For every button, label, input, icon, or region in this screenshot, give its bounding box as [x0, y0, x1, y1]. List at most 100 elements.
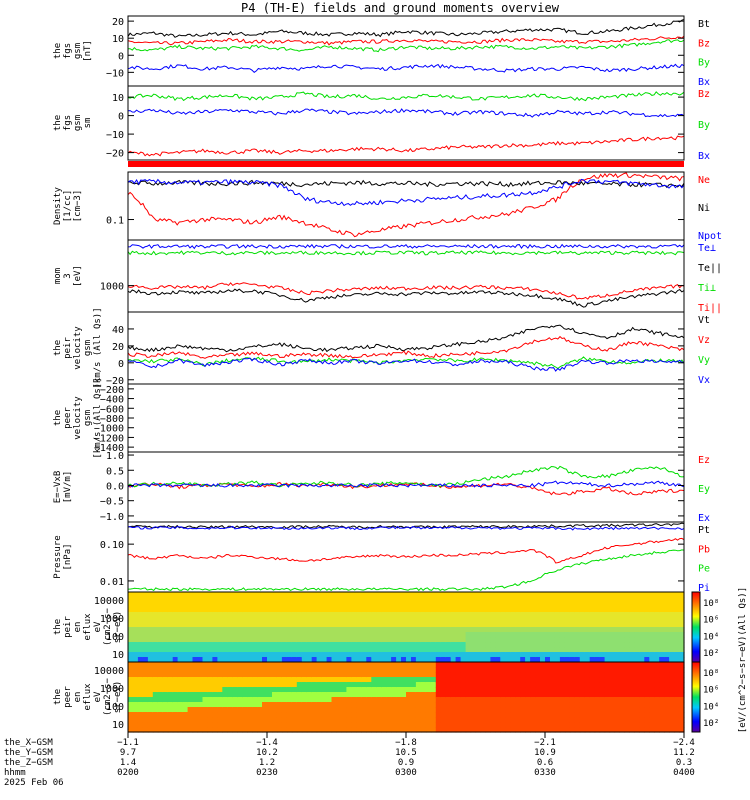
- heatmap-cell: [609, 617, 616, 623]
- heatmap-cell: [669, 602, 675, 608]
- heatmap-cell: [515, 687, 521, 693]
- heatmap-cell: [133, 677, 139, 683]
- heatmap-cell: [281, 692, 288, 698]
- heatmap-cell: [157, 597, 164, 603]
- heatmap-cell: [579, 662, 586, 668]
- heatmap-cell: [415, 617, 422, 623]
- heatmap-cell: [505, 707, 511, 713]
- heatmap-cell: [306, 722, 313, 728]
- heatmap-cell: [450, 667, 457, 673]
- heatmap-cell: [609, 667, 616, 673]
- heatmap-cell: [386, 627, 392, 633]
- heatmap-cell: [157, 717, 164, 723]
- heatmap-cell: [450, 632, 457, 638]
- heatmap-cell: [554, 612, 561, 618]
- heatmap-cell: [356, 707, 362, 713]
- heatmap-cell: [301, 687, 308, 693]
- heatmap-cell: [569, 662, 576, 668]
- heatmap-cell: [659, 612, 665, 618]
- legend-Ne: Ne: [698, 175, 710, 186]
- heatmap-cell: [376, 667, 382, 673]
- heatmap-cell: [609, 652, 616, 658]
- heatmap-cell: [515, 597, 521, 603]
- heatmap-cell: [217, 597, 223, 603]
- heatmap-cell: [301, 612, 308, 618]
- heatmap-cell: [619, 627, 626, 633]
- heatmap-cell: [232, 632, 238, 638]
- heatmap-cell: [644, 667, 650, 673]
- heatmap-cell: [187, 692, 194, 698]
- heatmap-cell: [351, 652, 357, 658]
- heatmap-cell: [435, 597, 442, 603]
- heatmap-cell: [535, 672, 541, 678]
- heatmap-cell: [142, 682, 149, 688]
- heatmap-cell: [594, 647, 601, 653]
- ylabel-line: Pressure: [53, 535, 63, 578]
- heatmap-cell: [594, 677, 601, 683]
- heatmap-cell: [530, 677, 536, 683]
- heatmap-cell: [133, 667, 139, 673]
- heatmap-cell: [162, 627, 169, 633]
- heatmap-cell: [440, 717, 447, 723]
- heatmap-cell: [406, 627, 412, 633]
- heatmap-cell: [371, 627, 377, 633]
- heatmap-cell: [242, 657, 248, 663]
- heatmap-cell: [172, 607, 179, 613]
- heatmap-cell: [301, 717, 308, 723]
- heatmap-cell: [455, 712, 462, 718]
- heatmap-cell: [152, 627, 159, 633]
- heatmap-cell: [430, 652, 437, 658]
- heatmap-cell: [167, 687, 174, 693]
- heatmap-cell: [505, 622, 511, 628]
- heatmap-cell: [515, 657, 521, 663]
- heatmap-cell: [162, 592, 169, 598]
- heatmap-cell: [480, 597, 487, 603]
- heatmap-cell: [321, 637, 328, 643]
- heatmap-cell: [167, 652, 174, 658]
- heatmap-cell: [272, 697, 278, 703]
- heatmap-cell: [490, 612, 496, 618]
- heatmap-cell: [192, 662, 199, 668]
- colorbar: [691, 661, 701, 733]
- heatmap-cell: [450, 647, 457, 653]
- heatmap-cell: [217, 702, 223, 708]
- heatmap-cell: [267, 702, 273, 708]
- heatmap-cell: [286, 637, 293, 643]
- heatmap-cell: [366, 707, 372, 713]
- ylabel-line: the: [53, 115, 63, 131]
- heatmap-cell: [212, 627, 218, 633]
- heatmap-cell: [485, 657, 491, 663]
- heatmap-cell: [659, 712, 665, 718]
- heatmap-cell: [525, 717, 531, 723]
- heatmap-cell: [356, 612, 362, 618]
- heatmap-cell: [381, 617, 387, 623]
- heatmap-cell: [242, 642, 248, 648]
- heatmap-cell: [301, 667, 308, 673]
- heatmap-cell: [559, 627, 566, 633]
- heatmap-cell: [569, 592, 576, 598]
- heatmap-cell: [371, 707, 377, 713]
- heatmap-cell: [272, 702, 278, 708]
- heatmap-cell: [252, 637, 258, 643]
- heatmap-cell: [510, 707, 516, 713]
- heatmap-cell: [212, 647, 218, 653]
- heatmap-cell: [381, 687, 387, 693]
- heatmap-cell: [341, 702, 348, 708]
- heatmap-cell: [162, 707, 169, 713]
- heatmap-cell: [366, 632, 372, 638]
- heatmap-cell: [252, 712, 258, 718]
- heatmap-cell: [346, 717, 352, 723]
- heatmap-cell: [500, 657, 506, 663]
- ylabel-line: [nPa]: [63, 543, 73, 570]
- heatmap-cell: [177, 657, 184, 663]
- heatmap-cell: [485, 722, 491, 728]
- heatmap-cell: [376, 697, 382, 703]
- heatmap-cell: [192, 637, 199, 643]
- heatmap-cell: [624, 647, 630, 653]
- heatmap-cell: [197, 657, 204, 663]
- heatmap-cell: [520, 682, 526, 688]
- heatmap-cell: [172, 672, 179, 678]
- heatmap-cell: [356, 722, 362, 728]
- heatmap-cell: [162, 712, 169, 718]
- heatmap-cell: [341, 617, 348, 623]
